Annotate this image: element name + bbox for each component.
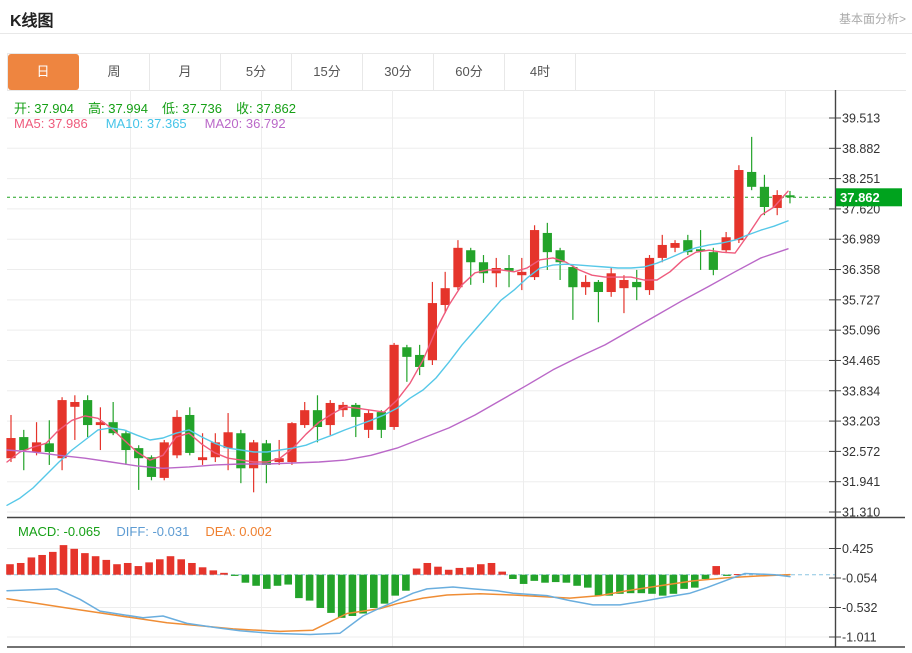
diff-value: DIFF: -0.031	[116, 524, 190, 539]
gridlines	[7, 90, 836, 647]
ma10-value: MA10: 37.365	[105, 116, 187, 131]
svg-text:39.513: 39.513	[842, 112, 880, 126]
tab-month[interactable]: 月	[150, 54, 221, 90]
open-value: 开: 37.904	[14, 101, 74, 116]
svg-text:31.310: 31.310	[842, 506, 880, 520]
dea-line	[6, 573, 791, 633]
macd-histogram	[6, 545, 742, 618]
svg-text:37.862: 37.862	[840, 190, 880, 205]
tab-5min[interactable]: 5分	[221, 54, 292, 90]
svg-text:35.096: 35.096	[842, 324, 880, 338]
svg-text:31.941: 31.941	[842, 475, 880, 489]
svg-text:36.358: 36.358	[842, 263, 880, 277]
svg-text:-0.532: -0.532	[842, 601, 877, 615]
ma-legend: MA5: 37.986 MA10: 37.365 MA20: 36.792	[14, 116, 286, 131]
svg-text:32.572: 32.572	[842, 445, 880, 459]
tab-week[interactable]: 周	[79, 54, 150, 90]
svg-text:0.425: 0.425	[842, 542, 873, 556]
svg-text:34.465: 34.465	[842, 354, 880, 368]
diff-line	[6, 572, 791, 636]
ma5-value: MA5: 37.986	[14, 116, 88, 131]
svg-text:38.251: 38.251	[842, 172, 880, 186]
tab-4hour[interactable]: 4时	[505, 54, 576, 90]
tab-30min[interactable]: 30分	[363, 54, 434, 90]
svg-text:38.882: 38.882	[842, 142, 880, 156]
ma20-value: MA20: 36.792	[204, 116, 286, 131]
tab-day[interactable]: 日	[8, 54, 79, 90]
macd-legend: MACD: -0.065 DIFF: -0.031 DEA: 0.002	[18, 524, 272, 539]
low-value: 低: 37.736	[162, 101, 222, 116]
tab-15min[interactable]: 15分	[292, 54, 363, 90]
svg-text:36.989: 36.989	[842, 233, 880, 247]
page-title: K线图	[10, 13, 54, 30]
period-tabbar: 日 周 月 5分 15分 30分 60分 4时	[7, 53, 906, 91]
close-value: 收: 37.862	[236, 101, 296, 116]
ohlc-readout: 开: 37.904 高: 37.994 低: 37.736 收: 37.862	[14, 98, 310, 117]
svg-text:-0.054: -0.054	[842, 572, 877, 586]
axis-labels: 39.51338.88238.25137.62036.98936.35835.7…	[829, 112, 880, 645]
fundamental-analysis-link[interactable]: 基本面分析>	[838, 12, 906, 26]
header: K线图 基本面分析>	[0, 0, 912, 34]
svg-text:35.727: 35.727	[842, 293, 880, 307]
current-price-tag: 37.862	[836, 188, 902, 207]
svg-text:-1.011: -1.011	[842, 631, 877, 645]
ma20-line	[6, 248, 789, 469]
ma10-line	[6, 220, 789, 506]
macd-value: MACD: -0.065	[18, 524, 101, 539]
axis-frame	[7, 90, 905, 648]
high-value: 高: 37.994	[88, 101, 148, 116]
candles-layer	[6, 136, 795, 493]
tab-60min[interactable]: 60分	[434, 54, 505, 90]
dea-value: DEA: 0.002	[205, 524, 272, 539]
svg-text:33.834: 33.834	[842, 384, 880, 398]
svg-text:33.203: 33.203	[842, 415, 880, 429]
ma5-line	[6, 190, 789, 463]
